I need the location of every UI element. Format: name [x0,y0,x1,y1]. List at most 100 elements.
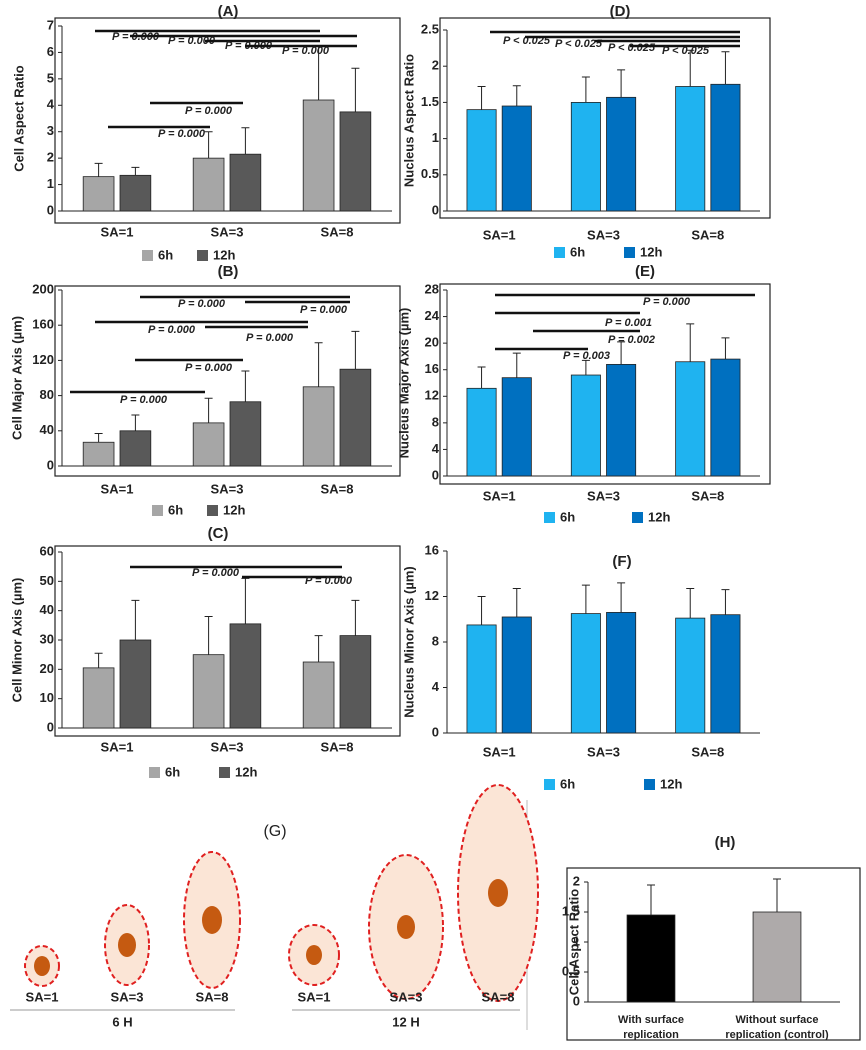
panel-title: (C) [208,525,229,542]
y-tick-label: 1 [432,130,439,145]
significance-label: P = 0.000 [158,128,206,140]
significance-label: P = 0.001 [605,317,652,329]
x-tick-label: With surface replication [618,1014,684,1041]
y-tick-label: 24 [425,308,440,323]
error-bar [94,162,103,177]
bar [710,358,741,477]
error-bar [204,616,213,655]
error-bar [241,577,250,624]
error-bar [686,49,695,87]
cell-label: SA=3 [390,989,423,1004]
panel-frame [54,545,401,737]
y-axis-label: Nucleus Minor Axis (µm) [401,566,416,717]
bar [466,387,497,477]
y-axis-label: Cell Aspect Ratio [11,65,26,171]
significance-label: P = 0.000 [120,394,168,406]
legend-label: 6h [570,244,585,259]
y-tick-label: 40 [40,602,54,617]
significance-label: P = 0.000 [246,332,294,344]
error-bar [94,432,103,443]
y-tick-label: 2 [573,873,580,888]
bar [752,911,802,1003]
y-tick-label: 20 [425,335,439,350]
nucleus [34,956,50,976]
legend-swatch [632,512,643,523]
significance-label: P = 0.000 [185,105,233,117]
y-tick-label: 0 [47,202,54,217]
significance-label: P < 0.025 [662,45,710,57]
y-tick-label: 0 [47,719,54,734]
nucleus [488,879,508,907]
panel-title: (D) [610,3,631,20]
bar [192,654,225,729]
y-tick-label: 160 [32,317,54,332]
error-bar [131,166,140,176]
y-tick-label: 4 [432,441,440,456]
bar [119,430,152,467]
bar [82,441,115,467]
x-tick-label: SA=1 [101,739,134,754]
bar [229,153,262,212]
y-tick-label: 50 [40,573,54,588]
bar [229,401,262,467]
y-tick-label: 5 [47,70,54,85]
y-tick-label: 0 [432,724,439,739]
legend-label: 12h [223,502,245,517]
y-tick-label: 0 [47,457,54,472]
diagram-title: (G) [263,823,286,840]
y-tick-label: 3 [47,123,54,138]
y-tick-label: 120 [32,352,54,367]
bar [606,96,637,212]
y-tick-label: 40 [40,422,54,437]
x-tick-label: SA=3 [587,488,620,503]
y-tick-label: 20 [40,661,54,676]
y-tick-label: 1 [47,176,54,191]
error-bar [314,635,323,662]
y-tick-label: 12 [425,388,439,403]
x-tick-label: SA=8 [321,224,354,239]
significance-label: P < 0.025 [555,38,603,50]
significance-label: P = 0.000 [643,296,691,308]
significance-label: P = 0.000 [185,362,233,374]
y-tick-label: 80 [40,387,54,402]
bar [302,99,335,212]
bar [119,174,152,212]
y-tick-label: 16 [425,542,439,557]
significance-label: P = 0.000 [282,45,330,57]
x-tick-label: SA=3 [211,224,244,239]
panel-title: (A) [218,3,239,20]
significance-label: P = 0.000 [300,304,348,316]
y-tick-label: 0.5 [562,963,580,978]
cell-label: SA=1 [26,989,59,1004]
y-tick-label: 8 [432,633,439,648]
x-tick-label: SA=8 [691,227,724,242]
y-tick-label: 60 [40,543,54,558]
y-tick-label: 30 [40,631,54,646]
panel-title: (E) [635,263,655,280]
error-bar [241,127,250,155]
y-tick-label: 6 [47,44,54,59]
cell-label: SA=1 [298,989,331,1004]
x-tick-label: SA=3 [211,739,244,754]
y-axis-label: Cell Aspect Ratio [566,889,581,995]
y-tick-label: 200 [32,281,54,296]
error-bar [512,588,521,617]
legend-swatch [152,505,163,516]
cell-label: SA=8 [196,989,229,1004]
group-label: 6 H [112,1014,132,1029]
x-tick-label: SA=1 [483,488,516,503]
legend-swatch [624,247,635,258]
legend-label: 6h [560,776,575,791]
error-bar [721,337,730,360]
legend-label: 12h [660,776,682,791]
legend-swatch [207,505,218,516]
legend-label: 12h [235,764,257,779]
error-bar [581,76,590,103]
error-bar [773,878,781,912]
bar [302,386,335,467]
panel-frame [439,283,771,485]
bar [710,83,741,212]
significance-label: P = 0.000 [168,35,216,47]
significance-label: P = 0.002 [608,334,655,346]
error-bar [131,414,140,431]
